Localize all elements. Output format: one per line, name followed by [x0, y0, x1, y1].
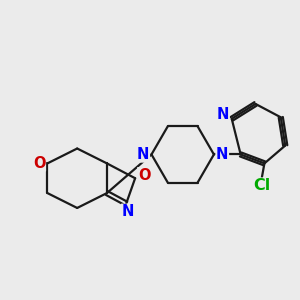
Text: N: N [216, 147, 228, 162]
Text: Cl: Cl [253, 178, 270, 193]
Text: O: O [138, 168, 150, 183]
Text: N: N [122, 204, 134, 219]
Text: N: N [217, 107, 229, 122]
Text: N: N [137, 147, 149, 162]
Text: O: O [33, 156, 45, 171]
